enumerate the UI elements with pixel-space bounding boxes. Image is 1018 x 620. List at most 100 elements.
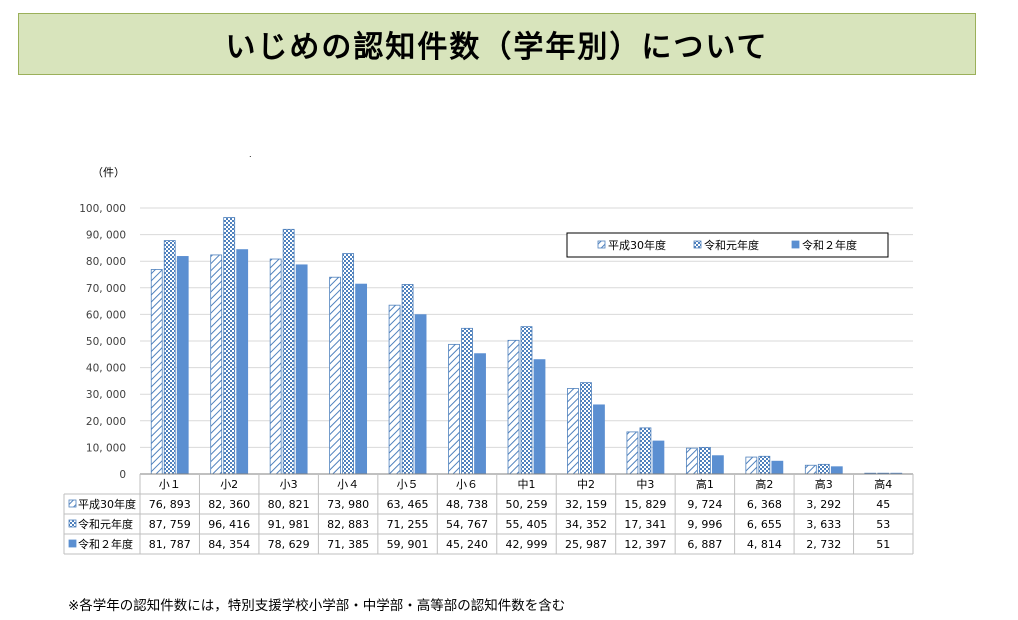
legend-key [791, 240, 800, 249]
table-value: 45 [876, 498, 890, 511]
table-value: 84, 354 [208, 538, 250, 551]
table-value: 82, 883 [327, 518, 369, 531]
bar-2 [342, 253, 355, 475]
table-value: 45, 240 [446, 538, 488, 551]
bar-1 [448, 343, 460, 475]
table-value: 32, 159 [565, 498, 607, 511]
table-value: 91, 981 [268, 518, 310, 531]
table-value: 6, 368 [747, 498, 782, 511]
title-banner: いじめの認知件数（学年別）について [18, 13, 976, 75]
table-value: 78, 629 [268, 538, 310, 551]
bar-1 [567, 388, 579, 475]
table-value: 6, 655 [747, 518, 782, 531]
table-value: 4, 814 [747, 538, 782, 551]
table-legend-key [68, 539, 77, 548]
table-value: 2, 732 [806, 538, 841, 551]
category-label: 中3 [636, 478, 654, 491]
table-value: 80, 821 [268, 498, 310, 511]
legend-label: 令和２年度 [802, 238, 857, 252]
table-legend-key [68, 519, 77, 528]
bar-2 [223, 217, 236, 475]
category-label: 中1 [518, 478, 536, 491]
y-tick-label: 0 [119, 469, 126, 481]
table-value: 34, 352 [565, 518, 607, 531]
table-value: 81, 787 [149, 538, 191, 551]
bar-3 [414, 314, 427, 475]
y-tick-label: 80, 000 [86, 256, 126, 268]
bar-2 [698, 447, 711, 475]
table-value: 54, 767 [446, 518, 488, 531]
table-series-label: 令和元年度 [78, 517, 133, 531]
y-tick-label: 60, 000 [86, 309, 126, 321]
table-value: 25, 987 [565, 538, 607, 551]
table-value: 63, 465 [387, 498, 429, 511]
legend-label: 令和元年度 [704, 238, 759, 252]
category-label: 高1 [696, 477, 714, 491]
bar-2 [461, 327, 473, 475]
bar-1 [507, 339, 520, 475]
y-tick-label: 20, 000 [86, 416, 126, 428]
bar-2 [520, 326, 533, 475]
legend-key [597, 240, 606, 249]
table-value: 71, 385 [327, 538, 369, 551]
bar-3 [355, 283, 368, 475]
category-label: 小2 [220, 478, 238, 491]
y-tick-label: 100, 000 [79, 203, 126, 215]
category-label: 小１ [159, 478, 181, 491]
table-value: 6, 887 [687, 538, 722, 551]
category-label: 小3 [280, 478, 298, 491]
category-label: 中2 [577, 478, 595, 491]
y-tick-label: 70, 000 [86, 283, 126, 295]
bar-3 [711, 455, 724, 475]
table-value: 3, 633 [806, 518, 841, 531]
table-value: 17, 341 [624, 518, 666, 531]
bar-2 [817, 463, 830, 475]
bar-1 [210, 254, 223, 475]
bar-1 [745, 456, 758, 475]
table-value: 9, 724 [687, 498, 722, 511]
category-label: 高4 [874, 477, 892, 491]
bar-1 [804, 464, 817, 475]
bar-1 [269, 258, 282, 475]
bar-3 [474, 353, 486, 475]
table-value: 9, 996 [687, 518, 722, 531]
table-value: 51 [876, 538, 890, 551]
bar-2 [639, 427, 652, 475]
category-label: 小５ [397, 478, 419, 491]
table-value: 59, 901 [387, 538, 429, 551]
page-title: いじめの認知件数（学年別）について [225, 30, 769, 65]
footnote: ※各学年の認知件数には，特別支援学校小学部・中学部・高等部の認知件数を含む [68, 598, 566, 614]
y-tick-label: 10, 000 [86, 442, 126, 454]
table-series-label: 令和２年度 [78, 537, 133, 551]
bar-1 [150, 269, 163, 475]
table-value: 73, 980 [327, 498, 369, 511]
legend-label: 平成30年度 [608, 238, 666, 252]
stray-dot: . [249, 150, 252, 159]
bar-2 [163, 240, 176, 475]
bar-3 [533, 359, 546, 475]
bar-2 [401, 284, 414, 475]
bar-3 [236, 249, 249, 475]
table-value: 3, 292 [806, 498, 841, 511]
bar-2 [580, 382, 592, 475]
bar-3 [176, 256, 189, 475]
y-tick-label: 40, 000 [86, 363, 126, 375]
table-legend-key [68, 499, 77, 508]
bar-3 [652, 440, 665, 475]
bar-1 [329, 276, 342, 475]
legend-box [566, 232, 889, 258]
table-value: 12, 397 [624, 538, 666, 551]
bar-2 [758, 455, 771, 475]
table-series-label: 平成30年度 [78, 497, 136, 511]
table-value: 48, 738 [446, 498, 488, 511]
category-label: 高2 [755, 477, 773, 491]
unit-label: （件） [92, 166, 125, 179]
bar-1 [626, 431, 639, 475]
y-tick-label: 50, 000 [86, 336, 126, 348]
table-value: 87, 759 [149, 518, 191, 531]
bar-2 [282, 228, 295, 475]
bar-1 [685, 447, 698, 475]
category-label: 小４ [337, 478, 359, 491]
table-value: 50, 259 [506, 498, 548, 511]
category-label: 高3 [815, 477, 833, 491]
